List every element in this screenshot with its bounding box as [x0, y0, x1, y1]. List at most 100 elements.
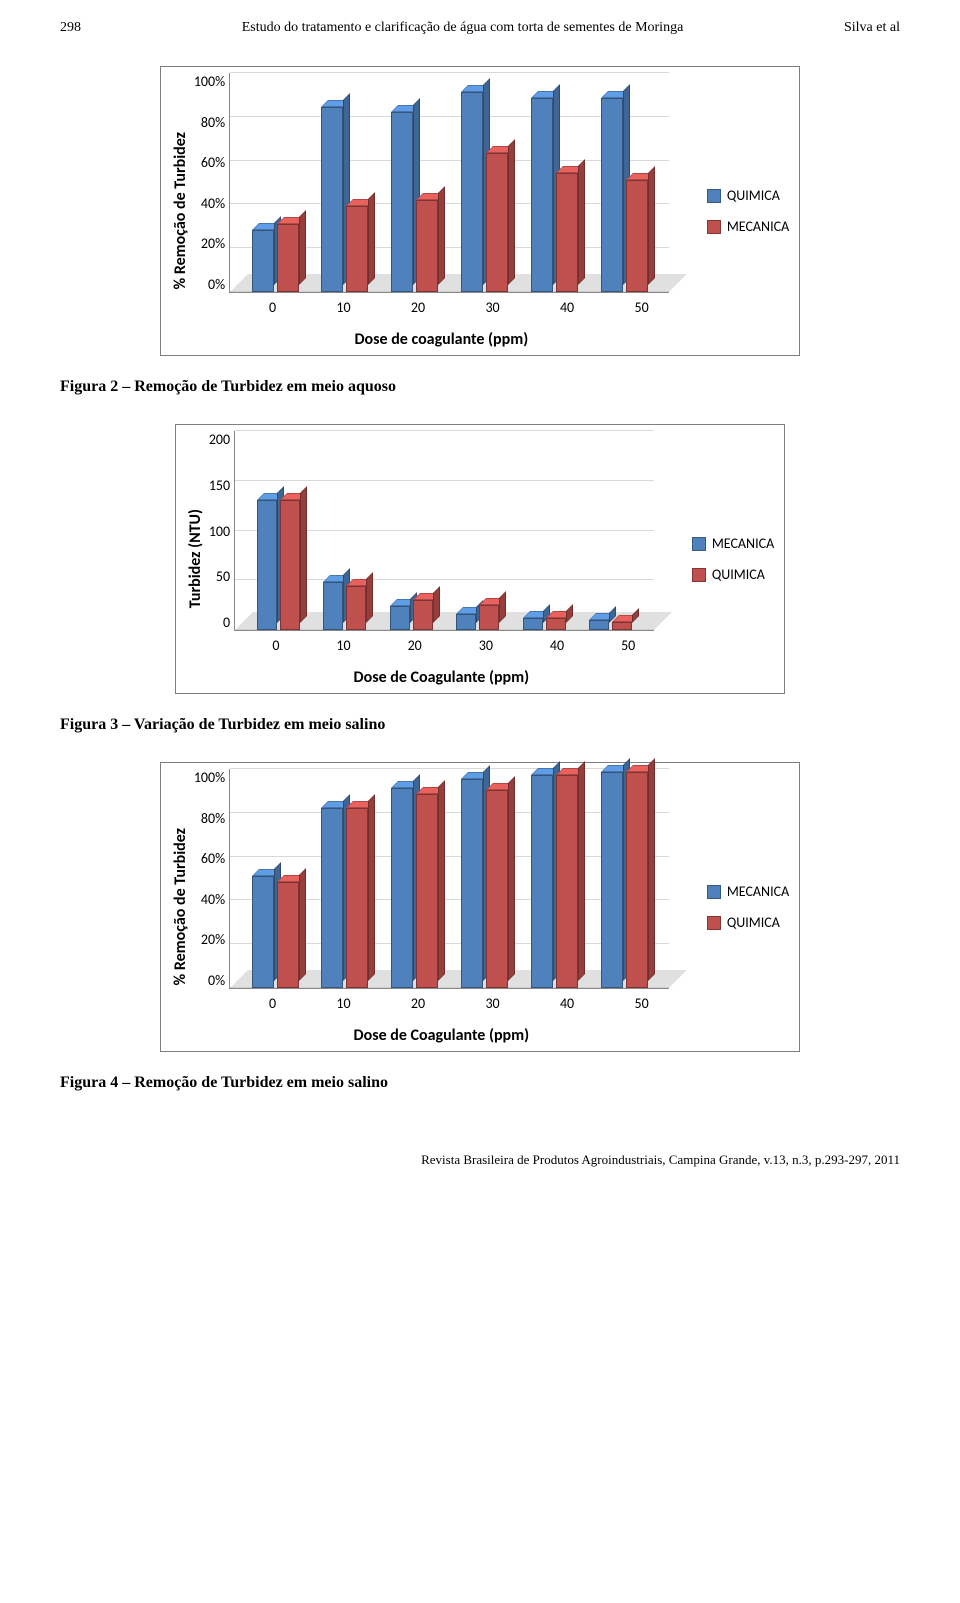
x-tick: 10 — [336, 299, 350, 316]
bar — [280, 500, 300, 630]
bar — [589, 620, 609, 630]
bar — [277, 882, 299, 988]
figure-2-wrap: % Remoção de Turbidez100%80%60%40%20%0%0… — [60, 66, 900, 356]
y-tick: 60% — [201, 850, 225, 867]
legend-swatch — [707, 189, 721, 203]
page-number: 298 — [60, 20, 81, 36]
bar — [321, 808, 343, 988]
bar — [486, 790, 508, 988]
bar — [601, 772, 623, 988]
bar — [390, 606, 410, 630]
legend-swatch — [692, 537, 706, 551]
legend-item: QUIMICA — [692, 566, 774, 583]
y-tick: 100% — [194, 73, 225, 90]
figure-3-wrap: Turbidez (NTU)20015010050001020304050Dos… — [60, 424, 900, 694]
figure-2-frame: % Remoção de Turbidez100%80%60%40%20%0%0… — [160, 66, 800, 356]
x-tick: 40 — [560, 995, 574, 1012]
plot-area — [229, 73, 669, 293]
x-axis-label: Dose de coagulante (ppm) — [194, 316, 689, 349]
bar — [556, 775, 578, 988]
bar — [416, 200, 438, 292]
legend-item: QUIMICA — [707, 914, 789, 931]
bar — [252, 876, 274, 988]
bar — [346, 808, 368, 988]
legend-label: MECANICA — [712, 535, 774, 552]
bar — [391, 112, 413, 292]
bar — [257, 500, 277, 630]
legend: QUIMICA MECANICA — [689, 73, 789, 349]
legend-swatch — [707, 220, 721, 234]
bar-group — [589, 620, 632, 630]
y-axis-label: Turbidez (NTU) — [182, 509, 209, 608]
legend-label: QUIMICA — [727, 187, 780, 204]
bar — [461, 779, 483, 988]
plot-area — [234, 431, 654, 631]
figure-2-caption: Figura 2 – Remoção de Turbidez em meio a… — [60, 378, 900, 396]
y-tick: 40% — [201, 891, 225, 908]
x-tick: 30 — [485, 995, 499, 1012]
bar — [601, 98, 623, 292]
bar — [456, 614, 476, 630]
bar — [479, 605, 499, 630]
legend-item: MECANICA — [692, 535, 774, 552]
bar-group — [601, 772, 648, 988]
x-tick: 10 — [336, 637, 350, 654]
bar-group — [456, 605, 499, 630]
y-tick: 80% — [201, 114, 225, 131]
page-footer: Revista Brasileira de Produtos Agroindus… — [60, 1152, 900, 1168]
bar — [531, 98, 553, 292]
y-tick: 150 — [209, 477, 230, 494]
page: 298 Estudo do tratamento e clarificação … — [0, 0, 960, 1208]
bar — [346, 206, 368, 292]
x-ticks: 01020304050 — [234, 631, 674, 654]
figure-4-frame: % Remoção de Turbidez100%80%60%40%20%0%0… — [160, 762, 800, 1052]
y-tick: 100 — [209, 523, 230, 540]
legend-swatch — [707, 885, 721, 899]
bar — [346, 586, 366, 630]
legend: MECANICA QUIMICA — [689, 769, 789, 1045]
bar — [556, 173, 578, 292]
bar — [413, 600, 433, 630]
y-tick: 60% — [201, 154, 225, 171]
bar-group — [531, 775, 578, 988]
legend-label: QUIMICA — [727, 914, 780, 931]
x-ticks: 01020304050 — [229, 989, 689, 1012]
x-tick: 40 — [560, 299, 574, 316]
x-tick: 20 — [411, 995, 425, 1012]
y-tick: 0 — [223, 614, 230, 631]
legend-label: QUIMICA — [712, 566, 765, 583]
x-tick: 20 — [408, 637, 422, 654]
bar-group — [461, 779, 508, 988]
legend-item: MECANICA — [707, 883, 789, 900]
bar-group — [523, 618, 566, 630]
bar — [461, 92, 483, 292]
y-tick: 0% — [208, 276, 225, 293]
legend-label: MECANICA — [727, 218, 789, 235]
legend-item: MECANICA — [707, 218, 789, 235]
legend-label: MECANICA — [727, 883, 789, 900]
figure-3-frame: Turbidez (NTU)20015010050001020304050Dos… — [175, 424, 785, 694]
bar-group — [531, 98, 578, 292]
figure-3-chart: Turbidez (NTU)20015010050001020304050Dos… — [182, 431, 774, 687]
legend-swatch — [692, 568, 706, 582]
bar — [486, 153, 508, 292]
bar-group — [257, 500, 300, 630]
x-tick: 0 — [269, 995, 276, 1012]
legend-item: QUIMICA — [707, 187, 789, 204]
y-ticks: 200150100500 — [209, 431, 234, 631]
bar-group — [390, 600, 433, 630]
bar-group — [461, 92, 508, 292]
legend-swatch — [707, 916, 721, 930]
y-tick: 200 — [209, 431, 230, 448]
y-tick: 80% — [201, 810, 225, 827]
plot-area — [229, 769, 669, 989]
y-ticks: 100%80%60%40%20%0% — [194, 769, 229, 989]
y-tick: 0% — [208, 972, 225, 989]
figure-2-chart: % Remoção de Turbidez100%80%60%40%20%0%0… — [167, 73, 789, 349]
bar — [626, 772, 648, 988]
legend: MECANICA QUIMICA — [674, 431, 774, 687]
figure-4-wrap: % Remoção de Turbidez100%80%60%40%20%0%0… — [60, 762, 900, 1052]
bar — [546, 618, 566, 630]
bar — [626, 180, 648, 292]
bar-group — [601, 98, 648, 292]
